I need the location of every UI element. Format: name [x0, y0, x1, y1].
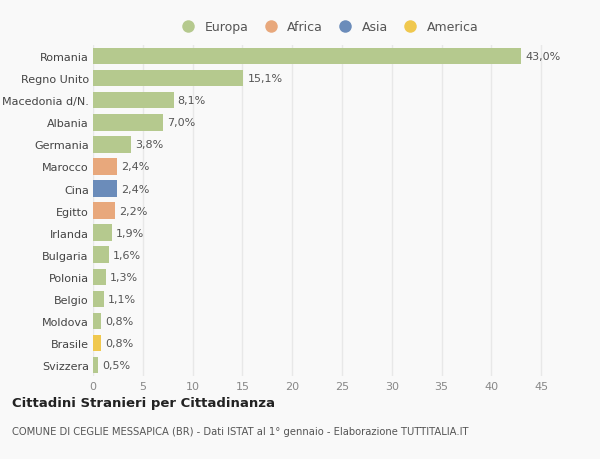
Bar [93, 291, 104, 308]
Text: 2,2%: 2,2% [119, 206, 147, 216]
Text: 15,1%: 15,1% [247, 74, 283, 84]
Text: 8,1%: 8,1% [178, 96, 206, 106]
Text: Cittadini Stranieri per Cittadinanza: Cittadini Stranieri per Cittadinanza [12, 396, 275, 409]
Text: 1,3%: 1,3% [110, 272, 138, 282]
Text: 43,0%: 43,0% [525, 52, 560, 62]
Bar [93, 357, 98, 374]
Text: 2,4%: 2,4% [121, 184, 149, 194]
Bar [93, 137, 131, 153]
Bar [93, 313, 101, 330]
Text: 1,9%: 1,9% [116, 228, 144, 238]
Text: 0,8%: 0,8% [105, 338, 133, 348]
Text: 3,8%: 3,8% [135, 140, 163, 150]
Bar [93, 49, 521, 65]
Text: 1,6%: 1,6% [113, 250, 141, 260]
Text: 7,0%: 7,0% [167, 118, 195, 128]
Text: COMUNE DI CEGLIE MESSAPICA (BR) - Dati ISTAT al 1° gennaio - Elaborazione TUTTIT: COMUNE DI CEGLIE MESSAPICA (BR) - Dati I… [12, 426, 469, 436]
Text: 0,8%: 0,8% [105, 316, 133, 326]
Bar [93, 71, 244, 87]
Bar [93, 203, 115, 219]
Bar [93, 335, 101, 352]
Bar [93, 225, 112, 241]
Bar [93, 269, 106, 285]
Text: 1,1%: 1,1% [108, 294, 136, 304]
Text: 0,5%: 0,5% [102, 360, 130, 370]
Legend: Europa, Africa, Asia, America: Europa, Africa, Asia, America [173, 18, 481, 36]
Bar [93, 247, 109, 263]
Bar [93, 115, 163, 131]
Bar [93, 181, 117, 197]
Text: 2,4%: 2,4% [121, 162, 149, 172]
Bar [93, 159, 117, 175]
Bar [93, 93, 173, 109]
